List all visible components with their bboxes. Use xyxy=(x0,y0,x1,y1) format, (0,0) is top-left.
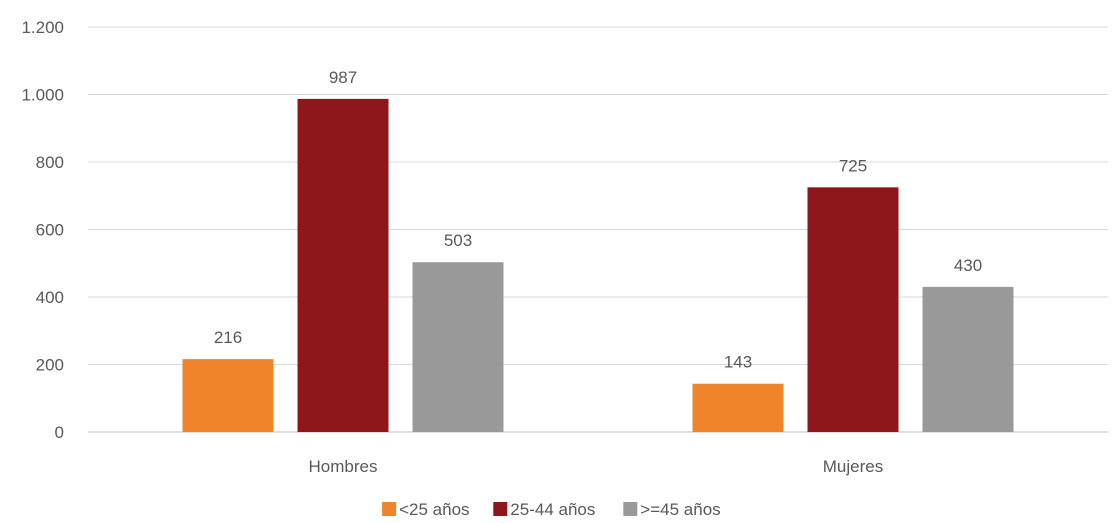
data-label: 725 xyxy=(839,156,867,175)
y-axis: 0 200 400 600 800 1.000 1.200 xyxy=(21,18,64,442)
data-label: 143 xyxy=(724,353,752,372)
data-labels: 216 987 503 143 725 430 xyxy=(214,68,982,372)
y-tick-label: 600 xyxy=(36,221,64,240)
x-category-label: Mujeres xyxy=(823,457,883,476)
x-axis: Hombres Mujeres xyxy=(309,457,884,476)
bar xyxy=(297,98,389,432)
bar xyxy=(922,286,1014,432)
y-tick-label: 0 xyxy=(55,423,64,442)
legend-swatch xyxy=(382,502,397,516)
legend-label: 25-44 años xyxy=(510,500,595,519)
y-tick-label: 1.200 xyxy=(21,18,64,37)
bar xyxy=(182,359,274,432)
bars xyxy=(182,98,1014,432)
legend-swatch xyxy=(623,502,638,516)
legend: <25 años 25-44 años >=45 años xyxy=(382,500,721,519)
data-label: 430 xyxy=(954,256,982,275)
bar xyxy=(807,187,899,432)
bar xyxy=(412,262,504,432)
y-tick-label: 400 xyxy=(36,288,64,307)
data-label: 503 xyxy=(444,231,472,250)
legend-label: >=45 años xyxy=(640,500,720,519)
bar xyxy=(692,383,784,432)
x-category-label: Hombres xyxy=(309,457,378,476)
data-label: 216 xyxy=(214,328,242,347)
legend-label: <25 años xyxy=(399,500,469,519)
legend-swatch xyxy=(493,502,508,516)
y-tick-label: 800 xyxy=(36,153,64,172)
y-tick-label: 1.000 xyxy=(21,86,64,105)
y-tick-label: 200 xyxy=(36,356,64,375)
data-label: 987 xyxy=(329,68,357,87)
